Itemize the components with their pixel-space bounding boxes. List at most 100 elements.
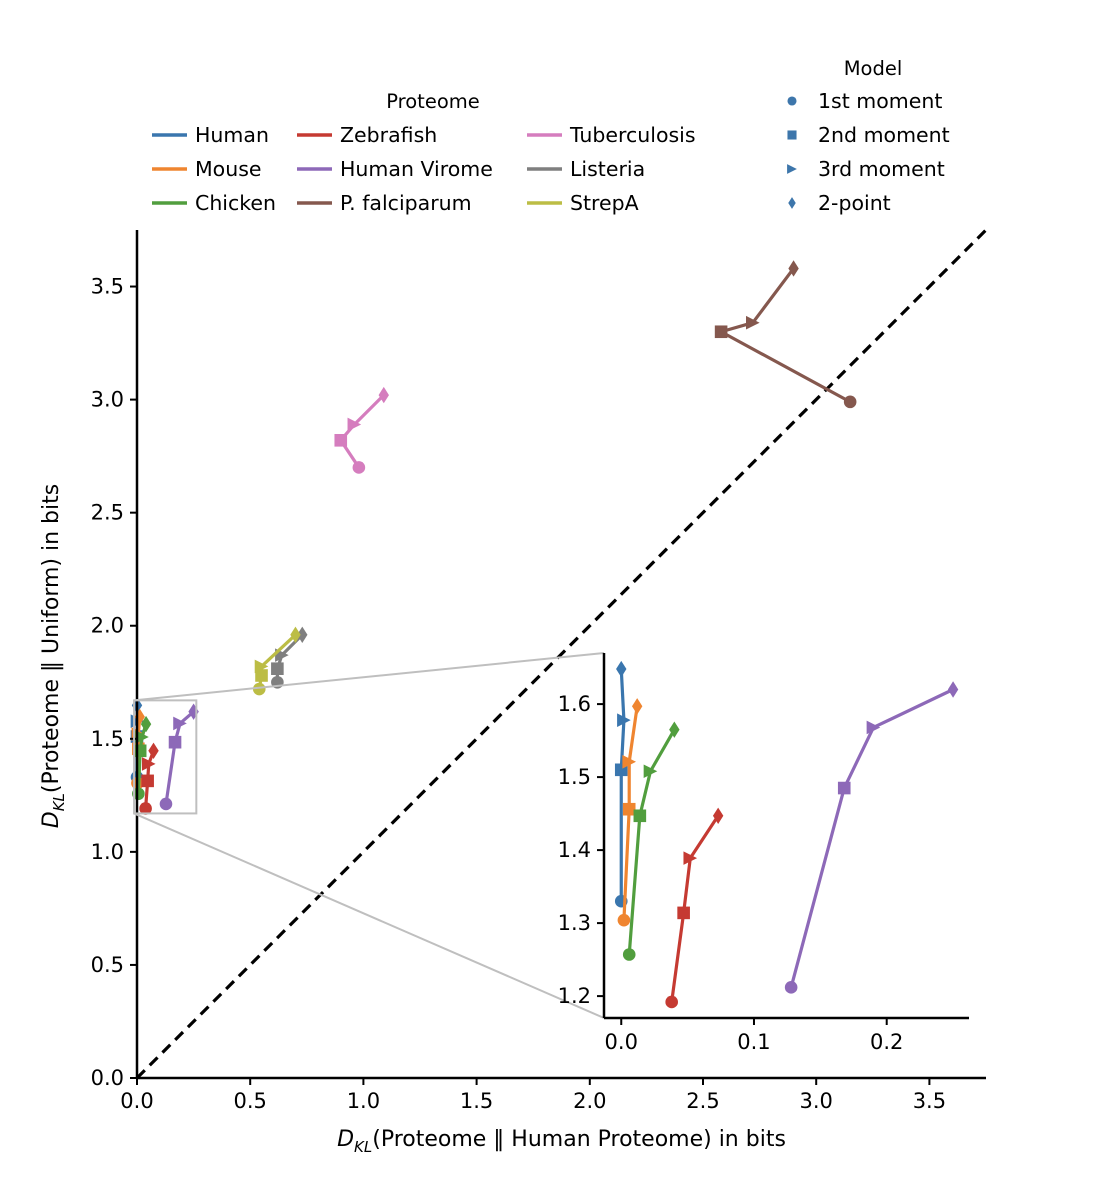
legend-label-tuberculosis: Tuberculosis [569, 123, 696, 147]
inset-data-point-chicken-3rd-moment [643, 764, 658, 779]
data-point-p-falciparum-2-point [788, 260, 799, 277]
inset-series-line-human [619, 668, 626, 902]
legend-label-mouse: Mouse [195, 157, 262, 181]
x-tick-label: 1.0 [347, 1089, 380, 1113]
inset-data-point-zebrafish-1st-moment [665, 995, 678, 1009]
data-point-human-virome-2-point [188, 703, 199, 720]
x-tick-label: 1.5 [460, 1089, 493, 1113]
legend-label-3rd-moment: 3rd moment [818, 157, 945, 181]
legend-marker-1st-moment [787, 96, 797, 106]
data-point-strepa-1st-moment [252, 682, 266, 696]
inset-data-point-zebrafish-2nd-moment [677, 906, 690, 920]
inset-data-point-human-3rd-moment [617, 713, 631, 727]
x-tick-label: 3.5 [913, 1089, 946, 1113]
data-point-tuberculosis-1st-moment [352, 461, 366, 474]
data-point-human-virome-1st-moment [159, 797, 173, 811]
data-point-p-falciparum-3rd-moment [746, 315, 760, 330]
legend-label-human: Human [195, 123, 269, 147]
data-point-tuberculosis-3rd-moment [347, 417, 362, 432]
inset-data-point-mouse-2-point [631, 698, 643, 715]
data-point-listeria-2-point [297, 626, 308, 643]
data-point-zebrafish-2nd-moment [141, 774, 154, 788]
inset-data-point-mouse-2nd-moment [622, 802, 636, 816]
inset-y-tick-label: 1.3 [558, 911, 591, 935]
series-listeria [271, 626, 308, 689]
inset-data-point-human-virome-1st-moment [784, 981, 798, 994]
zoom-indicator [133, 652, 605, 1019]
data-point-human-virome-2nd-moment [168, 735, 182, 749]
data-point-zebrafish-1st-moment [139, 802, 152, 815]
data-point-p-falciparum-1st-moment [843, 395, 857, 409]
inset-data-point-human-virome-2nd-moment [837, 781, 851, 795]
inset-x-tick-label: 0.0 [605, 1030, 638, 1054]
series-human-virome [159, 703, 199, 811]
inset-y-tick-label: 1.2 [558, 984, 591, 1008]
main-plot: 0.0 0.5 1.0 1.5 2.0 2.5 3.0 3.5 0.0 0.5 1.0 1.5 2.0 2… [39, 228, 988, 1156]
y-tick-label: 3.5 [91, 275, 124, 299]
data-point-zebrafish-2-point [148, 742, 159, 759]
data-point-p-falciparum-2nd-moment [714, 325, 728, 339]
diagonal-reference-line [135, 228, 988, 1080]
x-tick-label: 0.0 [120, 1089, 153, 1113]
inset-series-zebrafish [665, 807, 724, 1009]
legend-label-zebrafish: Zebrafish [340, 123, 437, 147]
series-line-zebrafish [144, 750, 156, 809]
inset-data-point-zebrafish-2-point [712, 807, 724, 824]
inset-plot: 0.0 0.1 0.2 1.2 1.3 1.4 1.5 1.6 [558, 653, 969, 1054]
legend-label-human-virome: Human Virome [340, 157, 493, 181]
data-point-strepa-2nd-moment [255, 669, 268, 682]
legend-label-2nd-moment: 2nd moment [818, 123, 950, 147]
x-tick-label: 2.0 [573, 1089, 606, 1113]
inset-series-mouse [617, 698, 643, 927]
inset-series-chicken [622, 721, 680, 961]
y-tick-label: 2.0 [91, 614, 124, 638]
data-point-listeria-2nd-moment [271, 662, 284, 675]
legend-marker-3rd-moment [787, 164, 797, 174]
inset-data-point-zebrafish-3rd-moment [683, 851, 698, 865]
legend-label-strepa: StrepA [570, 191, 639, 215]
data-point-zebrafish-3rd-moment [141, 757, 156, 771]
series-line-listeria [275, 633, 304, 683]
data-point-chicken-2-point [140, 715, 152, 733]
inset-y-tick-label: 1.5 [558, 765, 591, 789]
legend: Proteome Human Mouse Chicken Zebrafish Human … [152, 57, 950, 215]
axis-label-d: D [337, 1127, 354, 1152]
zoom-connector-top [133, 652, 605, 702]
axis-label-text: (Proteome ‖ Uniform) in bits [39, 484, 64, 793]
inset-series-line-mouse [622, 706, 639, 921]
x-axis-label: DKL(Proteome ‖ Human Proteome) in bits [337, 1127, 786, 1156]
series-line-human-virome [164, 710, 195, 805]
inset-data-point-human-virome-2-point [947, 681, 959, 698]
inset-data-point-chicken-1st-moment [622, 948, 636, 961]
inset-y-tick-label: 1.4 [558, 838, 591, 862]
zoom-connector-bottom [133, 812, 605, 1019]
inset-x-tick-label: 0.1 [737, 1030, 770, 1054]
series-tuberculosis [334, 386, 389, 474]
inset-x-tick-label: 0.2 [870, 1030, 903, 1054]
axis-label-d: D [39, 811, 64, 828]
inset-series-line-human-virome [789, 688, 954, 988]
data-point-strepa-2-point [290, 626, 301, 643]
legend-marker-2-point [788, 197, 796, 209]
data-point-tuberculosis-2-point [378, 386, 389, 404]
data-point-strepa-3rd-moment [254, 659, 269, 674]
series-line-chicken [136, 723, 148, 794]
inset-series-human-virome [784, 681, 959, 994]
inset-data-point-human-virome-3rd-moment [866, 720, 881, 735]
series-zebrafish [139, 742, 159, 815]
legend-proteome-title: Proteome [386, 90, 480, 113]
series-strepa [252, 626, 301, 696]
y-tick-label: 3.0 [91, 388, 124, 412]
axis-label-text: (Proteome ‖ Human Proteome) in bits [372, 1127, 786, 1152]
data-point-chicken-1st-moment [132, 787, 145, 801]
x-tick-label: 3.0 [799, 1089, 832, 1113]
legend-label-listeria: Listeria [570, 157, 645, 181]
y-tick-label: 1.5 [91, 727, 124, 751]
inset-y-tick-label: 1.6 [558, 692, 591, 716]
axis-label-subscript: KL [50, 793, 68, 811]
legend-model-title: Model [844, 57, 903, 80]
y-tick-label: 0.0 [91, 1066, 124, 1090]
zoom-rectangle [133, 699, 198, 815]
x-tick-label: 0.5 [233, 1089, 266, 1113]
